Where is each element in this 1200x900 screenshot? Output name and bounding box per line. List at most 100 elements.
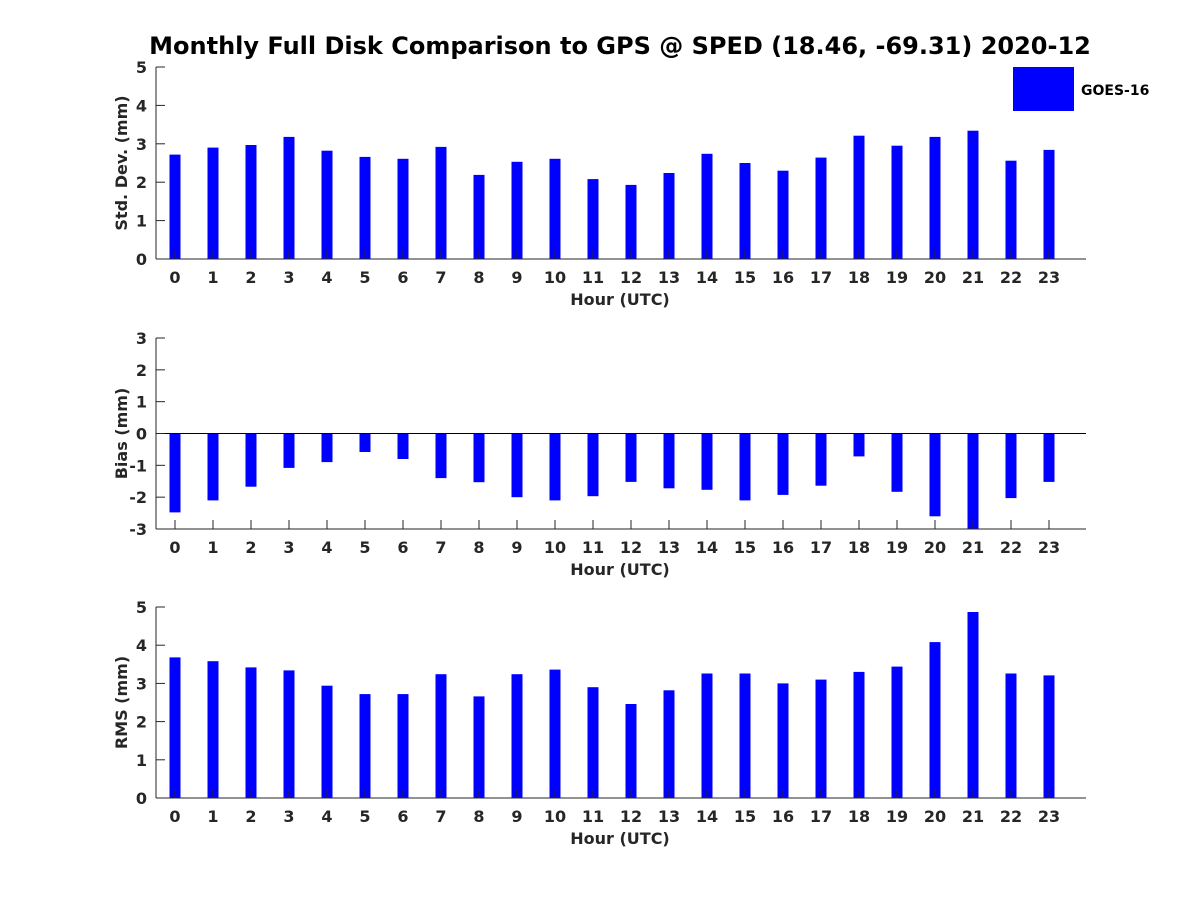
bar-rms-hour-4 bbox=[321, 685, 333, 798]
xtick-label-std-13: 13 bbox=[658, 268, 680, 287]
ytick-label-rms-5: 5 bbox=[136, 598, 147, 617]
bar-rms-hour-18 bbox=[853, 671, 865, 798]
xtick-label-std-12: 12 bbox=[620, 268, 642, 287]
bar-rms-hour-21 bbox=[967, 612, 979, 798]
xtick-label-bias-13: 13 bbox=[658, 538, 680, 557]
bar-bias-hour-11 bbox=[587, 433, 599, 497]
bar-bias-hour-16 bbox=[777, 433, 789, 495]
ytick-label-std-2: 2 bbox=[136, 173, 147, 192]
bar-rms-hour-15 bbox=[739, 673, 751, 798]
bar-std-hour-1 bbox=[207, 147, 219, 259]
legend: GOES-16 bbox=[1009, 65, 1149, 114]
ytick-label-rms-1: 1 bbox=[136, 751, 147, 770]
xtick-label-bias-0: 0 bbox=[169, 538, 180, 557]
bar-rms-hour-20 bbox=[929, 642, 941, 798]
bar-rms-hour-14 bbox=[701, 673, 713, 798]
xtick-label-bias-16: 16 bbox=[772, 538, 794, 557]
bar-std-hour-11 bbox=[587, 179, 599, 259]
bar-std-hour-0 bbox=[169, 154, 181, 259]
bar-std-hour-3 bbox=[283, 136, 295, 259]
ytick-label-bias-2: 2 bbox=[136, 361, 147, 380]
ytick-label-bias--1: -1 bbox=[129, 456, 147, 475]
xtick-label-bias-14: 14 bbox=[696, 538, 718, 557]
xtick-label-rms-19: 19 bbox=[886, 807, 908, 826]
bar-bias-hour-17 bbox=[815, 433, 827, 486]
ytick-label-rms-4: 4 bbox=[136, 636, 147, 655]
bar-bias-hour-13 bbox=[663, 433, 675, 489]
bar-rms-hour-2 bbox=[245, 667, 257, 798]
xtick-label-bias-9: 9 bbox=[511, 538, 522, 557]
xtick-label-bias-15: 15 bbox=[734, 538, 756, 557]
xtick-label-bias-7: 7 bbox=[435, 538, 446, 557]
bar-rms-hour-12 bbox=[625, 704, 637, 798]
xtick-label-std-5: 5 bbox=[359, 268, 370, 287]
bar-std-hour-7 bbox=[435, 146, 447, 259]
xtick-label-rms-0: 0 bbox=[169, 807, 180, 826]
xtick-label-rms-3: 3 bbox=[283, 807, 294, 826]
bar-rms-hour-10 bbox=[549, 669, 561, 798]
ytick-label-bias--2: -2 bbox=[129, 488, 147, 507]
xtick-label-std-22: 22 bbox=[1000, 268, 1022, 287]
bar-rms-hour-6 bbox=[397, 694, 409, 798]
xtick-label-rms-16: 16 bbox=[772, 807, 794, 826]
bar-rms-hour-13 bbox=[663, 690, 675, 798]
ytick-label-std-5: 5 bbox=[136, 58, 147, 77]
xtick-label-std-14: 14 bbox=[696, 268, 718, 287]
bar-std-hour-19 bbox=[891, 145, 903, 259]
xlabel-std: Hour (UTC) bbox=[570, 290, 670, 309]
xtick-label-rms-14: 14 bbox=[696, 807, 718, 826]
xtick-label-bias-23: 23 bbox=[1038, 538, 1060, 557]
bar-rms-hour-5 bbox=[359, 694, 371, 798]
xtick-label-rms-18: 18 bbox=[848, 807, 870, 826]
ytick-label-std-1: 1 bbox=[136, 212, 147, 231]
bar-rms-hour-7 bbox=[435, 674, 447, 798]
xtick-label-rms-10: 10 bbox=[544, 807, 566, 826]
bar-std-hour-21 bbox=[967, 130, 979, 259]
bar-bias-hour-23 bbox=[1043, 433, 1055, 482]
xtick-label-std-3: 3 bbox=[283, 268, 294, 287]
bar-bias-hour-2 bbox=[245, 433, 257, 487]
bar-rms-hour-19 bbox=[891, 666, 903, 798]
ytick-label-rms-3: 3 bbox=[136, 674, 147, 693]
bar-bias-hour-6 bbox=[397, 433, 409, 459]
xtick-label-std-17: 17 bbox=[810, 268, 832, 287]
xtick-label-rms-23: 23 bbox=[1038, 807, 1060, 826]
bar-rms-hour-16 bbox=[777, 683, 789, 798]
bar-bias-hour-8 bbox=[473, 433, 485, 483]
xtick-label-rms-6: 6 bbox=[397, 807, 408, 826]
xtick-label-rms-15: 15 bbox=[734, 807, 756, 826]
bar-bias-hour-20 bbox=[929, 433, 941, 517]
bar-std-hour-12 bbox=[625, 184, 637, 259]
bar-rms-hour-3 bbox=[283, 670, 295, 798]
bar-bias-hour-5 bbox=[359, 433, 371, 452]
ytick-label-std-4: 4 bbox=[136, 96, 147, 115]
bar-std-hour-6 bbox=[397, 158, 409, 259]
bar-std-hour-8 bbox=[473, 174, 485, 259]
xtick-label-std-16: 16 bbox=[772, 268, 794, 287]
bar-std-hour-17 bbox=[815, 157, 827, 259]
legend-swatch-goes16 bbox=[1013, 67, 1074, 111]
bar-std-hour-4 bbox=[321, 150, 333, 259]
bar-rms-hour-9 bbox=[511, 674, 523, 798]
xtick-label-bias-17: 17 bbox=[810, 538, 832, 557]
xtick-label-rms-17: 17 bbox=[810, 807, 832, 826]
bar-rms-hour-8 bbox=[473, 696, 485, 798]
xtick-label-std-1: 1 bbox=[207, 268, 218, 287]
bar-bias-hour-3 bbox=[283, 433, 295, 468]
bar-bias-hour-10 bbox=[549, 433, 561, 501]
xtick-label-bias-2: 2 bbox=[245, 538, 256, 557]
xtick-label-std-20: 20 bbox=[924, 268, 946, 287]
ytick-label-bias-3: 3 bbox=[136, 329, 147, 348]
xtick-label-bias-6: 6 bbox=[397, 538, 408, 557]
bar-std-hour-10 bbox=[549, 158, 561, 259]
bar-std-hour-16 bbox=[777, 170, 789, 259]
xtick-label-std-2: 2 bbox=[245, 268, 256, 287]
ytick-label-bias-1: 1 bbox=[136, 393, 147, 412]
xtick-label-rms-4: 4 bbox=[321, 807, 332, 826]
bar-rms-hour-1 bbox=[207, 661, 219, 798]
xtick-label-std-9: 9 bbox=[511, 268, 522, 287]
